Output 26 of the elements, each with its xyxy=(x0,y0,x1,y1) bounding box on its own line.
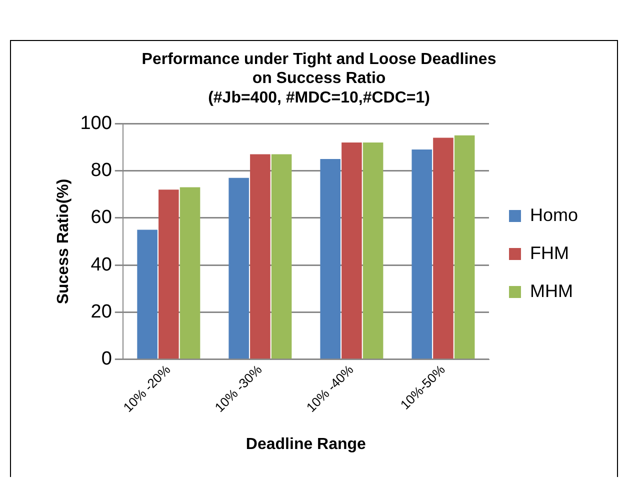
bar xyxy=(454,135,475,359)
x-axis-title: Deadline Range xyxy=(246,436,366,453)
text: (#Jb=400, #MDC=10,#CDC=1) xyxy=(208,89,430,106)
bar xyxy=(250,154,270,359)
y-tick-label: 20 xyxy=(90,301,112,322)
y-axis-title: Sucess Ratio(%) xyxy=(55,178,72,304)
bar xyxy=(342,142,362,359)
bar xyxy=(180,187,200,359)
text: on Success Ratio xyxy=(252,70,386,88)
y-tick-label: 40 xyxy=(90,254,112,276)
bar xyxy=(158,190,179,359)
bar xyxy=(320,158,340,359)
legend-label: MHM xyxy=(530,280,573,301)
legend-label: Homo xyxy=(530,204,578,225)
text: Performance under Tight and Loose Deadlines xyxy=(142,51,496,68)
bar xyxy=(362,142,384,359)
y-tick-label: 100 xyxy=(80,112,112,134)
y-tick-label: 0 xyxy=(101,348,112,370)
bar xyxy=(137,230,158,359)
y-tick-label: 80 xyxy=(90,160,112,181)
bar xyxy=(433,138,454,359)
bar xyxy=(271,154,292,359)
y-tick-label: 60 xyxy=(90,207,112,228)
legend-label: FHM xyxy=(530,242,569,263)
bar xyxy=(228,178,249,359)
bar xyxy=(412,150,432,359)
